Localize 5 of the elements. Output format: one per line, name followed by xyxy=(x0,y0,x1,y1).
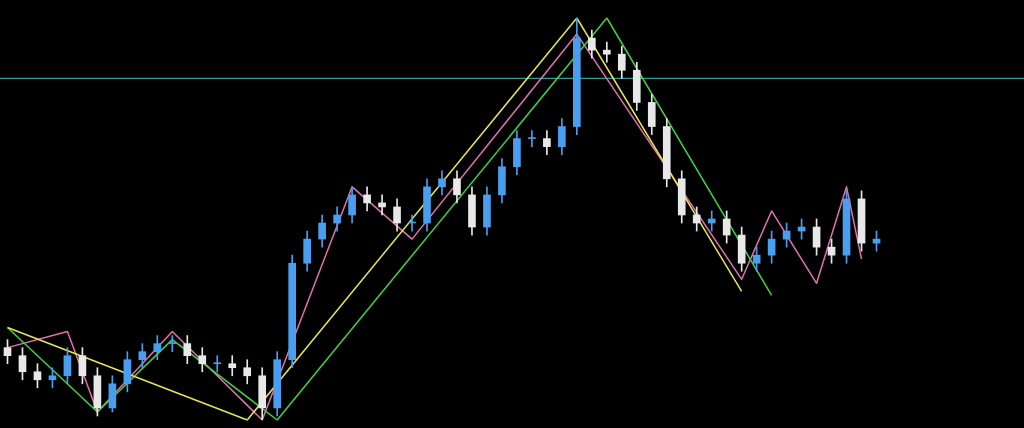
candlestick xyxy=(168,335,177,352)
candlestick xyxy=(213,355,222,373)
candlestick xyxy=(602,41,611,63)
candlestick xyxy=(528,130,536,147)
candlestick xyxy=(228,355,237,377)
